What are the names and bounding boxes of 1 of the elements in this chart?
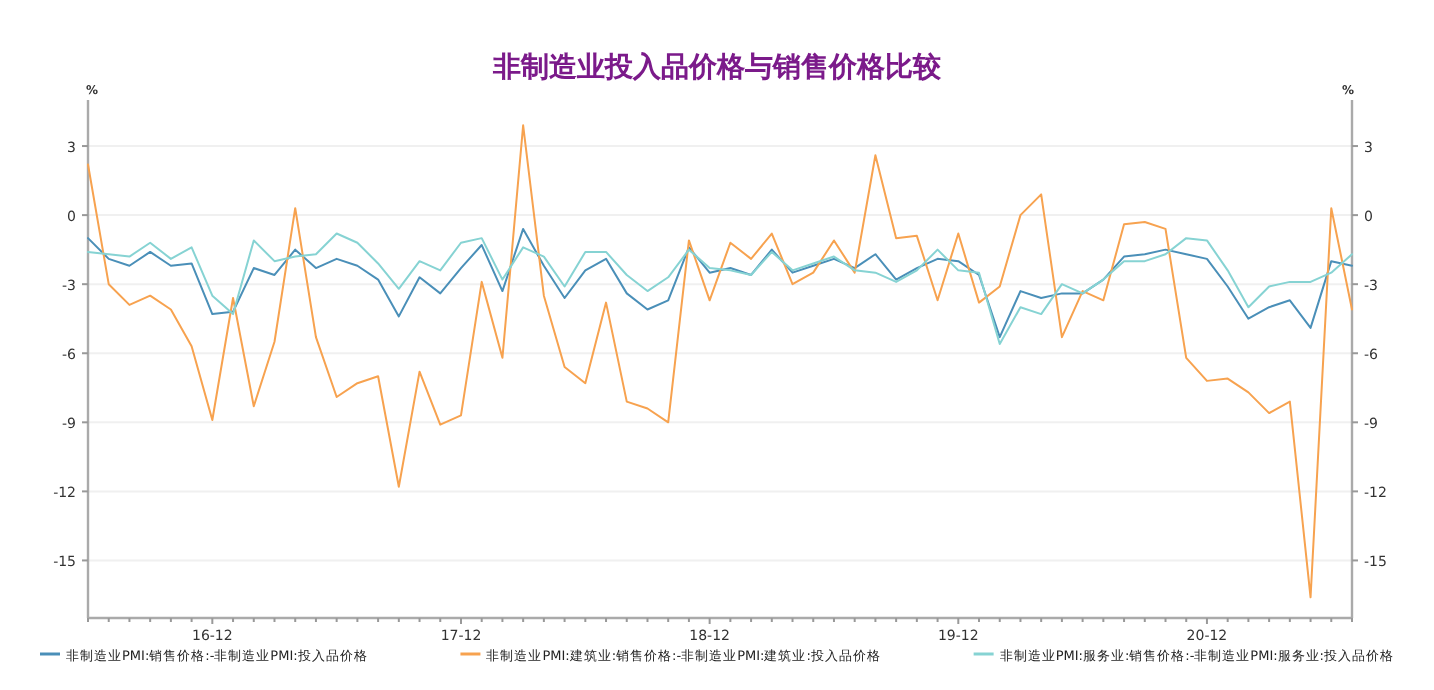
chart-title: 非制造业投入品价格与销售价格比较 [491, 52, 943, 84]
